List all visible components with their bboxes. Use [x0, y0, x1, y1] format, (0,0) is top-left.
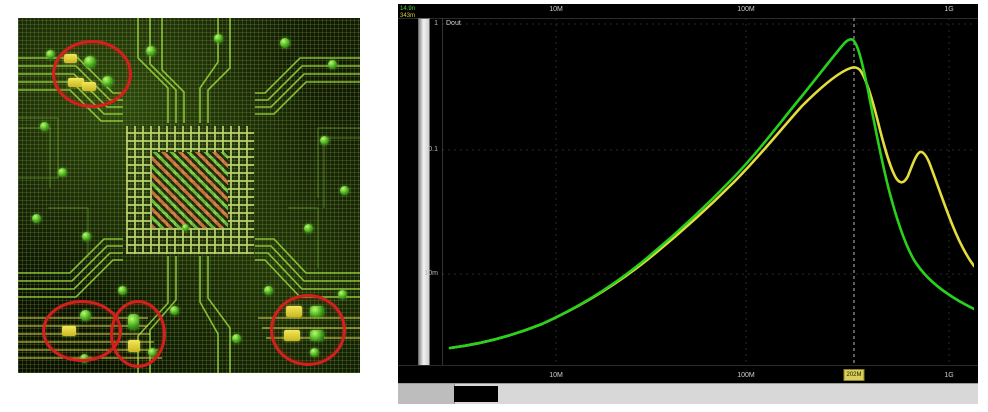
- legend-item-0: 14.9n: [400, 6, 416, 12]
- scrollbar-marker[interactable]: [454, 386, 498, 402]
- plot-bottom-axis-bar: [398, 365, 978, 382]
- via: [46, 50, 55, 59]
- plot-canvas[interactable]: 14.9n 343m Dout 1 0.1 10m: [400, 6, 974, 366]
- plot-gridlines: [442, 18, 974, 366]
- via: [338, 290, 347, 299]
- via: [170, 306, 179, 315]
- y-tick-2: 10m: [424, 270, 438, 277]
- via: [340, 186, 349, 195]
- plot-legend: 14.9n 343m: [400, 6, 415, 20]
- y-tick-0: 1: [434, 20, 438, 27]
- annotation-bottom-middle: [110, 300, 166, 368]
- bga-package: [126, 126, 254, 254]
- scrollbar-thumb[interactable]: [398, 384, 455, 404]
- via: [82, 232, 91, 241]
- frequency-response-plot: 10M 100M 1G 14.9n 343m Dout 1 0.1 10m: [398, 4, 978, 404]
- x-tick-top-1: 100M: [737, 6, 755, 13]
- plot-traces: [442, 18, 974, 366]
- plot-top-axis-bar: [398, 4, 978, 19]
- via: [58, 168, 67, 177]
- vertical-scale-slider[interactable]: [418, 18, 430, 366]
- via: [232, 334, 241, 343]
- legend-item-1: 343m: [400, 13, 416, 19]
- bga-die-hatch: [152, 152, 228, 228]
- signal-name-label: Dout: [446, 20, 461, 27]
- via: [328, 60, 337, 69]
- via: [214, 34, 223, 43]
- horizontal-scrollbar[interactable]: [398, 383, 978, 404]
- x-tick-bottom-2: 1G: [944, 372, 954, 379]
- y-tick-1: 0.1: [428, 146, 438, 153]
- via: [40, 122, 49, 131]
- via: [182, 224, 189, 231]
- via: [320, 136, 329, 145]
- via: [32, 214, 41, 223]
- annotation-top-left: [52, 40, 132, 108]
- x-tick-bottom-0: 10M: [549, 372, 563, 379]
- cursor-readout-label[interactable]: 202M: [843, 369, 865, 381]
- x-tick-top-0: 10M: [549, 6, 563, 13]
- via: [264, 286, 273, 295]
- annotation-bottom-right: [270, 294, 346, 366]
- x-tick-top-2: 1G: [944, 6, 954, 13]
- via: [146, 46, 156, 56]
- x-tick-bottom-1: 100M: [737, 372, 755, 379]
- via: [118, 286, 127, 295]
- via: [280, 38, 290, 48]
- pcb-layout-photo: [18, 18, 360, 373]
- via: [304, 224, 313, 233]
